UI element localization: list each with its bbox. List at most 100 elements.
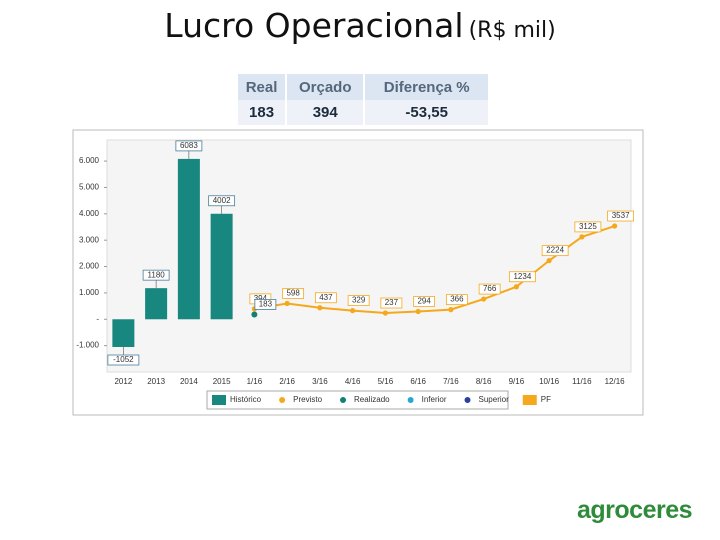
x-tick-label: 8/16 <box>476 377 492 386</box>
x-tick-label: 5/16 <box>378 377 394 386</box>
y-tick-label: 4.000 <box>79 209 100 218</box>
header-cell: Real <box>238 74 288 100</box>
data-label: 3537 <box>612 211 630 220</box>
cell: -53,55 <box>364 100 490 125</box>
sign: - <box>405 104 411 121</box>
y-tick-label: 6.000 <box>79 156 100 165</box>
line <box>254 225 615 315</box>
diff-cell: -53,55 <box>366 104 487 121</box>
data-label: 6083 <box>180 141 198 150</box>
data-label: 437 <box>319 293 333 302</box>
data-label: 1234 <box>513 272 531 281</box>
title-main: Lucro Operacional <box>164 6 464 45</box>
legend-swatch <box>522 395 537 405</box>
x-tick-label: 2013 <box>147 377 165 386</box>
x-tick-label: 4/16 <box>345 377 361 386</box>
point <box>546 258 552 264</box>
point <box>513 284 519 290</box>
legend-swatch <box>407 397 414 403</box>
data-label: 183 <box>259 300 273 309</box>
data-label: 3125 <box>579 222 597 231</box>
data-label: 1180 <box>148 270 166 279</box>
data-label: 394 <box>254 294 268 303</box>
label-box <box>282 288 305 299</box>
label-box <box>541 245 569 257</box>
header-cell: Diferença % <box>364 74 490 100</box>
data-label: 237 <box>385 298 399 307</box>
value: 53,55 <box>410 104 448 121</box>
data-label: -1052 <box>113 355 134 364</box>
legend-label: Superior <box>479 395 510 404</box>
point <box>448 307 454 313</box>
label-box <box>208 195 236 207</box>
point <box>579 234 585 240</box>
y-tick-label: 1.000 <box>79 288 100 297</box>
x-tick-label: 2/16 <box>279 377 295 386</box>
x-tick-label: 2012 <box>114 377 132 386</box>
cell: 183 <box>238 100 288 125</box>
point <box>284 300 290 307</box>
label-box <box>478 283 501 295</box>
table-row: 183 394 -53,55 <box>238 100 490 125</box>
label-box <box>607 210 635 222</box>
legend-label: Realizado <box>354 395 390 404</box>
label-box <box>107 354 140 366</box>
y-tick-label: 3.000 <box>79 235 100 244</box>
header-cell: Orçado <box>286 74 366 100</box>
legend-box <box>206 390 509 410</box>
data-label: 366 <box>450 295 464 304</box>
x-tick-label: 3/16 <box>312 377 328 386</box>
data-label: 598 <box>286 289 300 298</box>
label-box <box>254 299 277 310</box>
legend-label: Previsto <box>293 395 322 404</box>
data-label: 2224 <box>546 246 564 255</box>
legend-swatch <box>212 395 226 405</box>
data-label: 329 <box>352 296 366 305</box>
point <box>415 308 421 315</box>
title: Lucro Operacional (R$ mil) <box>0 6 720 45</box>
bar <box>210 213 233 320</box>
label-box <box>380 297 403 309</box>
logo: agroceres <box>577 496 693 524</box>
data-label: 766 <box>483 284 497 293</box>
x-tick-label: 1/16 <box>247 377 263 386</box>
point <box>317 305 323 311</box>
label-box <box>314 292 337 304</box>
point <box>350 307 356 314</box>
label-box <box>574 221 602 233</box>
y-tick-label: - <box>96 314 99 323</box>
bar <box>145 288 168 320</box>
x-tick-label: 12/16 <box>605 377 626 386</box>
legend-swatch <box>279 397 286 403</box>
x-tick-label: 2014 <box>180 377 198 386</box>
table-header: Real Orçado Diferença % <box>238 74 490 100</box>
x-tick-label: 6/16 <box>410 377 426 386</box>
label-box <box>508 271 536 283</box>
title-unit: (R$ mil) <box>468 18 556 43</box>
point <box>382 310 388 316</box>
label-box <box>413 296 436 307</box>
y-tick-label: -1.000 <box>76 341 99 350</box>
point <box>612 223 618 229</box>
cell: 394 <box>286 100 366 125</box>
y-tick-label: 5.000 <box>79 183 100 192</box>
summary-table: Real Orçado Diferença % 183 394 -53,55 <box>238 74 490 125</box>
legend-label: PF <box>541 395 551 404</box>
legend-label: Inferior <box>422 395 447 404</box>
data-label: 4002 <box>213 196 231 205</box>
legend-label: Histórico <box>230 395 262 404</box>
bar <box>177 158 200 320</box>
legend-swatch <box>340 397 347 403</box>
label-box <box>142 269 170 281</box>
label-box <box>445 294 468 306</box>
x-tick-label: 10/16 <box>539 377 560 386</box>
label-box <box>175 140 203 152</box>
bar <box>112 319 135 348</box>
x-tick-label: 9/16 <box>509 377 525 386</box>
x-tick-label: 2015 <box>213 377 231 386</box>
y-tick-label: 2.000 <box>79 262 100 271</box>
legend-swatch <box>464 397 471 403</box>
x-tick-label: 7/16 <box>443 377 459 386</box>
